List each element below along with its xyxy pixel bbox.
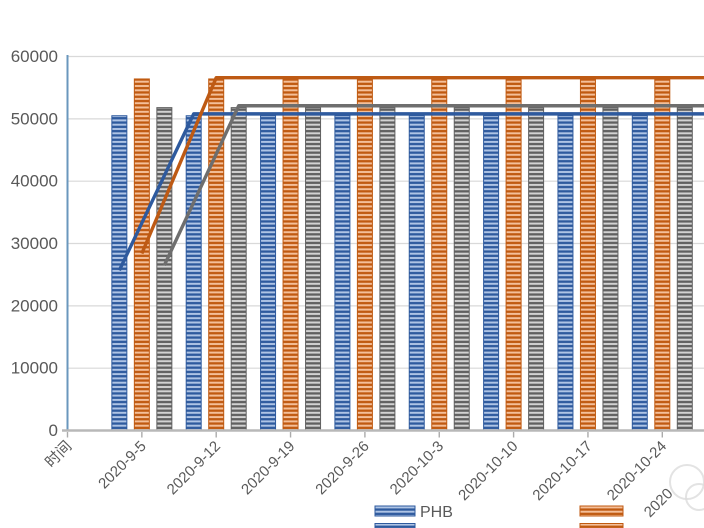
bar-series-1-cat-7[interactable] [557, 115, 574, 431]
bar-series-3-cat-4[interactable] [379, 107, 396, 431]
bar-series-3-cat-6[interactable] [528, 107, 545, 431]
watermark-circle [685, 483, 704, 511]
legend-swatch-1[interactable] [374, 505, 416, 517]
bar-series-2-cat-5[interactable] [431, 78, 448, 431]
bar-series-2-cat-6[interactable] [505, 78, 522, 431]
bar-series-3-cat-2[interactable] [230, 107, 247, 431]
bar-series-3-cat-5[interactable] [453, 107, 470, 431]
legend-label-1[interactable]: PHB [420, 504, 453, 521]
bar-series-1-cat-3[interactable] [260, 115, 277, 431]
bar-series-2-cat-1[interactable] [133, 78, 150, 431]
legend-swatch-2[interactable] [579, 505, 624, 517]
y-tick-label: 30000 [11, 234, 58, 253]
bar-series-2-cat-2[interactable] [208, 78, 225, 431]
legend-swatch-clipped-2[interactable] [579, 523, 624, 528]
bar-series-3-cat-1[interactable] [156, 107, 173, 431]
bar-series-1-cat-4[interactable] [334, 115, 351, 431]
line-series-3[interactable] [162, 104, 704, 267]
bar-series-2-cat-4[interactable] [356, 78, 373, 431]
bar-series-1-cat-5[interactable] [408, 115, 425, 431]
bar-series-1-cat-1[interactable] [111, 115, 128, 431]
bar-series-2-cat-3[interactable] [282, 78, 299, 431]
y-tick-label: 40000 [11, 172, 58, 191]
bar-series-2-cat-8[interactable] [654, 78, 671, 431]
line-series-2[interactable] [140, 76, 704, 255]
bar-series-1-cat-8[interactable] [631, 115, 648, 431]
y-tick-label: 0 [49, 421, 58, 440]
y-tick-label: 60000 [11, 47, 58, 66]
bar-series-3-cat-7[interactable] [602, 107, 619, 431]
y-tick-label: 20000 [11, 296, 58, 315]
bar-series-2-cat-7[interactable] [579, 78, 596, 431]
y-tick-label: 10000 [11, 359, 58, 378]
bar-series-1-cat-6[interactable] [483, 115, 500, 431]
bar-series-3-cat-8[interactable] [676, 107, 693, 431]
line-series-1[interactable] [117, 112, 704, 272]
legend-swatch-clipped-1[interactable] [374, 523, 416, 528]
bar-series-3-cat-3[interactable] [305, 107, 322, 431]
bar-series-1-cat-2[interactable] [185, 115, 202, 431]
y-tick-label: 50000 [11, 109, 58, 128]
